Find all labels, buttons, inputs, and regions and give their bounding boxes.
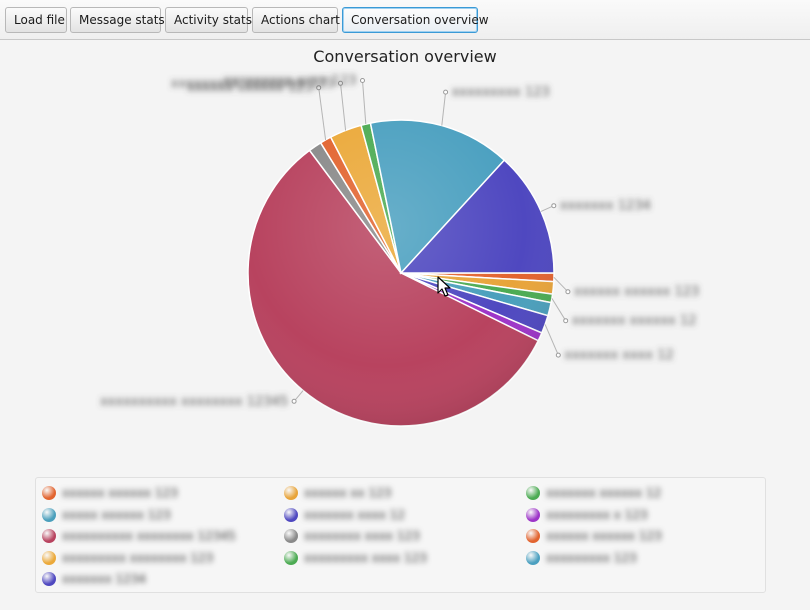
pie-slice-label: xxxxxxxxx xxxx 123 (223, 74, 356, 89)
pie-leader-line (362, 80, 367, 125)
legend-item: xxxxxxxx xxxx 123 (284, 527, 420, 545)
pie-leader-line (553, 276, 569, 293)
legend-color-swatch (284, 486, 298, 500)
legend-label: xxxxxx xxxxxx 123 (62, 486, 178, 500)
pie-leader-dot (443, 89, 449, 95)
pie-leader-line (551, 298, 567, 321)
legend-color-swatch (42, 486, 56, 500)
pie-slice-label: xxxxxxxxx xxxxxxxx 123 (171, 76, 335, 91)
chart-legend: xxxxxx xxxxxx 123 xxxxxx xx 123 xxxxxxx xx… (35, 477, 766, 593)
legend-color-swatch (42, 507, 56, 522)
legend-color-swatch (526, 550, 540, 565)
pie-leader-dot (563, 318, 569, 324)
legend-item: xxxxxxxxxx xxxxxxxx 12345 (42, 527, 236, 545)
legend-label: xxxxxx xx 123 (304, 486, 392, 500)
legend-label: xxxxxxxxx x 123 (546, 507, 648, 522)
legend-color-swatch (526, 486, 540, 500)
pie-leader-line (441, 92, 447, 126)
pie-leader-dot (338, 80, 343, 86)
pie-slice-label: xxxxxxx xxxx 12 (564, 348, 673, 363)
message-stats-button[interactable]: Message stats (70, 7, 165, 33)
legend-label: xxxxxxxxx xxxx 123 (304, 550, 427, 565)
pie-slice-label: xxxxxx xxxxxx 123 (187, 81, 312, 96)
pie-leader-line (544, 324, 559, 356)
legend-label: xxxxxx xxxxxx 123 (546, 529, 662, 543)
legend-label: xxxxxxx xxxx 12 (304, 507, 406, 522)
pie-slice-label: xxxxxxx 1234 (560, 199, 651, 214)
load-file-button[interactable]: Load file (5, 7, 67, 33)
activity-stats-button[interactable]: Activity stats (165, 7, 252, 33)
chart-title: Conversation overview (313, 47, 497, 66)
legend-item: xxxxxx xx 123 (284, 484, 391, 502)
pie-slice-label: xxxxxxx xxxxxx 12 (572, 314, 697, 329)
legend-color-swatch (42, 529, 56, 543)
legend-label: xxxxxxx 1234 (62, 572, 147, 586)
legend-color-swatch (284, 550, 298, 565)
actions-chart-button[interactable]: Actions chart (252, 7, 340, 33)
legend-item: xxxxxx xxxxxx 123 (526, 527, 662, 545)
legend-item: xxxxx xxxxxx 123 (42, 506, 171, 524)
pie-leader-dot (360, 78, 365, 83)
legend-item: xxxxxxxxx xxxxxxxx 123 (42, 549, 213, 567)
pie-leader-line (340, 83, 347, 131)
pie-leader-dot (291, 398, 297, 404)
legend-label: xxxxxxx xxxxxx 12 (546, 486, 662, 500)
pie-chart: xxxxxx xxxxxx 123 xxxxxxx xxxxxx 12 xxxxxx… (100, 74, 699, 427)
pie-labels: xxxxxx xxxxxx 123 xxxxxxx xxxxxx 12 xxxxxx… (100, 74, 699, 410)
legend-label: xxxxxxxxx 123 (546, 550, 637, 565)
legend-label: xxxxxxxxxx xxxxxxxx 12345 (62, 529, 236, 543)
legend-item: xxxxxxxxx x 123 (526, 506, 648, 524)
legend-label: xxxxx xxxxxx 123 (62, 507, 171, 522)
legend-item: xxxxxx xxxxxx 123 (42, 484, 178, 502)
legend-color-swatch (284, 529, 298, 543)
pie-leader-dot (555, 352, 561, 358)
pie-slice-label: xxxxxxxxxx xxxxxxxx 12345 (100, 394, 288, 409)
legend-color-swatch (42, 572, 56, 586)
legend-label: xxxxxxxx xxxx 123 (304, 529, 420, 543)
pie-leader-dot (551, 203, 557, 209)
legend-color-swatch (526, 507, 540, 522)
conversation-overview-button[interactable]: Conversation overview (342, 7, 489, 33)
pie-leader-dot (316, 85, 322, 91)
mouse-cursor-icon (437, 276, 451, 297)
legend-item: xxxxxxx xxxx 12 (284, 506, 405, 524)
legend-item: xxxxxxxxx 123 (526, 549, 637, 567)
legend-color-swatch (526, 529, 540, 543)
pie-slice-label: xxxxxx xxxxxx 123 (574, 285, 699, 300)
legend-item: xxxxxxx xxxxxx 12 (526, 484, 661, 502)
pie-leader-line (318, 87, 327, 140)
legend-item: xxxxxxx 1234 (42, 570, 146, 588)
pie-leader-dot (565, 289, 571, 295)
legend-label: xxxxxxxxx xxxxxxxx 123 (62, 550, 214, 565)
pie-slices (247, 119, 555, 427)
toolbar: Load file Message stats Activity stats A… (0, 0, 810, 40)
legend-color-swatch (42, 550, 56, 565)
legend-color-swatch (284, 507, 298, 522)
legend-item: xxxxxxxxx xxxx 123 (284, 549, 427, 567)
pie-slice-label: xxxxxxxxx 123 (452, 85, 550, 100)
